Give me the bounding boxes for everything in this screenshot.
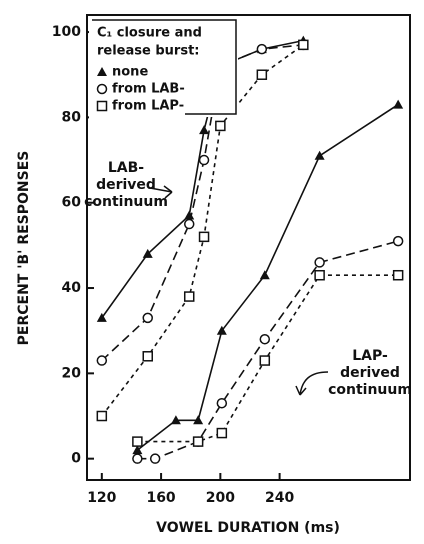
marker (96, 312, 107, 322)
marker (198, 231, 210, 243)
legend-label: from LAB- (112, 82, 185, 97)
series-line (137, 274, 399, 443)
marker (392, 269, 404, 281)
marker (216, 397, 228, 409)
plot-frame (86, 14, 411, 481)
y-tick-label: 100 (52, 24, 81, 40)
marker (298, 39, 309, 51)
annotation: continuum (84, 194, 168, 210)
marker (142, 312, 153, 324)
marker (192, 436, 204, 447)
legend: C₁ closure and release burst: none from LAB… (89, 17, 238, 122)
marker (259, 333, 271, 345)
legend-label: from LAP- (112, 99, 184, 114)
annotation: derived (340, 365, 400, 381)
legend-title: C₁ closure and (97, 26, 202, 41)
marker (132, 453, 143, 464)
marker (198, 154, 210, 166)
marker (216, 427, 228, 439)
marker (259, 270, 270, 280)
marker (183, 291, 195, 302)
marker (132, 436, 143, 447)
marker (256, 43, 268, 55)
marker (132, 445, 143, 455)
legend-frame (92, 19, 237, 115)
annotation: LAP- (352, 348, 388, 364)
marker (184, 210, 195, 220)
marker (183, 218, 195, 230)
marker (142, 351, 153, 362)
marker (314, 269, 325, 281)
marker (256, 69, 268, 80)
marker (393, 99, 404, 109)
y-tick-label: 80 (62, 109, 82, 125)
x-tick-label: 160 (146, 490, 175, 506)
y-tick-label: 60 (62, 195, 82, 211)
marker (199, 125, 210, 135)
legend-box (89, 17, 238, 122)
annotation: continuum (328, 382, 412, 398)
marker (96, 100, 108, 112)
marker (314, 150, 325, 160)
marker (96, 83, 108, 95)
marker (97, 67, 107, 76)
y-tick-label: 0 (71, 451, 81, 467)
y-tick-label: 20 (62, 365, 82, 381)
x-tick-label: 120 (87, 490, 116, 506)
marker (216, 325, 227, 335)
y-tick-label: 40 (62, 280, 82, 296)
marker (215, 120, 226, 132)
legend-title: release burst: (97, 44, 199, 59)
marker (142, 248, 153, 258)
annotation: derived (96, 177, 156, 193)
marker (193, 415, 204, 425)
arrow (295, 371, 329, 396)
marker (170, 415, 181, 425)
marker (96, 410, 108, 422)
marker (314, 257, 325, 268)
marker (259, 355, 271, 366)
marker (392, 235, 404, 247)
arrow (149, 185, 173, 199)
x-tick-label: 240 (265, 490, 294, 506)
y-axis-label: PERCENT 'B' RESPONSES (16, 151, 32, 346)
x-axis-label: VOWEL DURATION (ms) (156, 520, 340, 536)
legend-label: none (112, 65, 148, 80)
marker (96, 355, 108, 366)
annotation: LAB- (108, 160, 144, 176)
x-tick-label: 200 (206, 490, 235, 506)
marker (149, 453, 161, 464)
